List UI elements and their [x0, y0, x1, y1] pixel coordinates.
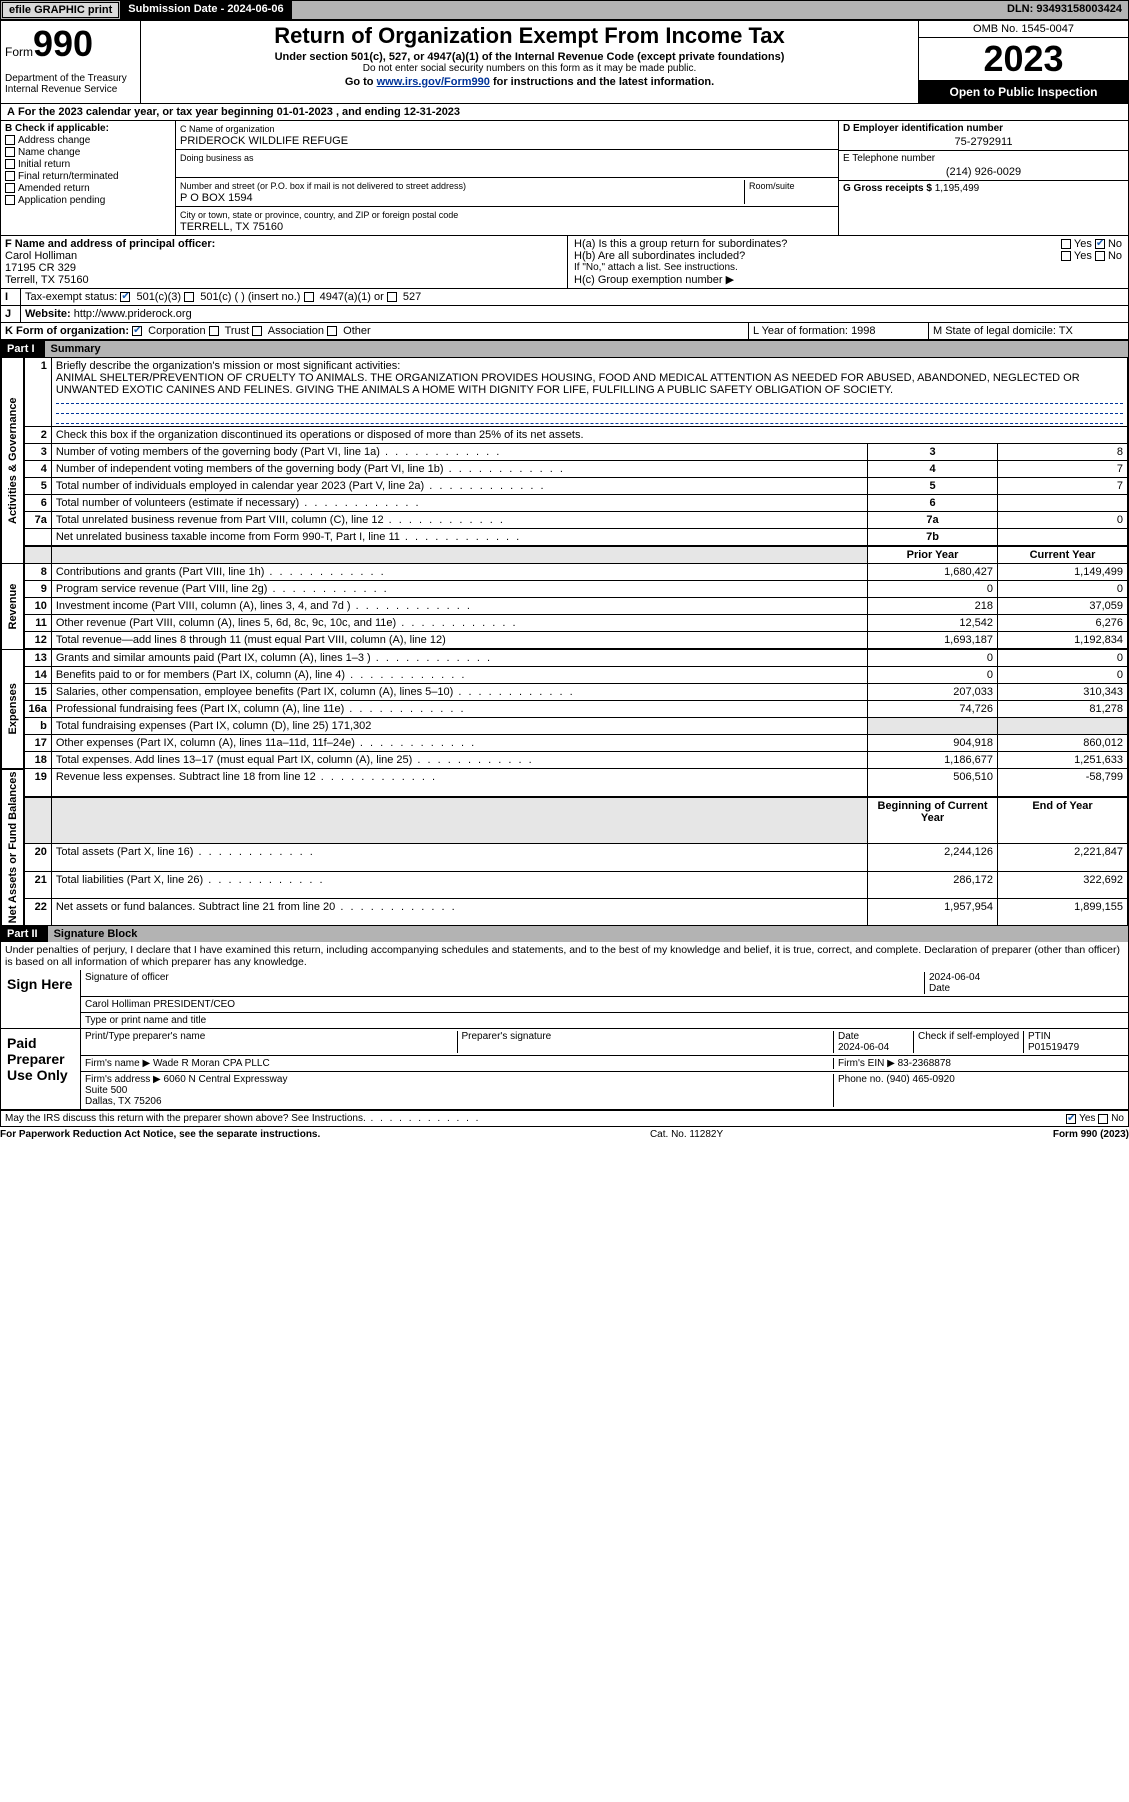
ptin: P01519479 [1028, 1042, 1079, 1053]
paid-preparer-label: Paid Preparer Use Only [1, 1029, 81, 1109]
ein: 75-2792911 [843, 134, 1124, 148]
omb-number: OMB No. 1545-0047 [919, 21, 1128, 38]
part1-header: Part I Summary [1, 341, 1128, 357]
state-domicile: TX [1059, 325, 1073, 337]
form-header: Form990 Department of the Treasury Inter… [1, 21, 1128, 104]
perjury-text: Under penalties of perjury, I declare th… [1, 942, 1128, 970]
year-formation: 1998 [851, 325, 875, 337]
officer-name: Carol Holliman [5, 250, 77, 262]
form-subtitle-1: Under section 501(c), 527, or 4947(a)(1)… [147, 51, 912, 63]
firm-name: Wade R Moran CPA PLLC [153, 1058, 270, 1069]
phone: (214) 926-0029 [843, 164, 1124, 178]
top-toolbar: efile GRAPHIC print Submission Date - 20… [0, 0, 1129, 20]
paperwork-notice: For Paperwork Reduction Act Notice, see … [0, 1129, 320, 1140]
form-subtitle-2: Do not enter social security numbers on … [147, 63, 912, 74]
form-container: Form990 Department of the Treasury Inter… [0, 20, 1129, 1127]
org-city: TERRELL, TX 75160 [180, 221, 283, 233]
efile-label[interactable]: efile GRAPHIC print [2, 2, 119, 18]
summary-table: Activities & Governance 1 Briefly descri… [1, 357, 1128, 926]
form-title: Return of Organization Exempt From Incom… [147, 23, 912, 49]
gross-receipts: 1,195,499 [935, 183, 980, 194]
tax-year: 2023 [919, 38, 1128, 81]
officer-signed: Carol Holliman PRESIDENT/CEO [85, 999, 235, 1010]
part2-header: Part II Signature Block [1, 926, 1128, 942]
discuss-text: May the IRS discuss this return with the… [5, 1113, 480, 1124]
goto-suffix: for instructions and the latest informat… [490, 76, 714, 88]
form-prefix: Form [5, 45, 33, 59]
dept-label: Department of the Treasury Internal Reve… [5, 65, 136, 95]
submission-date: Submission Date - 2024-06-06 [120, 1, 291, 19]
line-a-taxyear: A For the 2023 calendar year, or tax yea… [1, 104, 1128, 121]
public-inspection: Open to Public Inspection [919, 81, 1128, 103]
org-name: PRIDEROCK WILDLIFE REFUGE [180, 135, 348, 147]
dln-label: DLN: 93493158003424 [1001, 1, 1128, 19]
website-url: http://www.priderock.org [74, 308, 192, 320]
irs-link[interactable]: www.irs.gov/Form990 [377, 76, 490, 88]
form-number: 990 [33, 23, 93, 64]
form-footer: Form 990 (2023) [1053, 1129, 1129, 1140]
goto-prefix: Go to [345, 76, 377, 88]
mission-text: ANIMAL SHELTER/PREVENTION OF CRUELTY TO … [56, 372, 1080, 396]
org-address: P O BOX 1594 [180, 192, 253, 204]
section-b: B Check if applicable: Address change Na… [1, 121, 176, 235]
sign-here-label: Sign Here [1, 970, 81, 1028]
cat-number: Cat. No. 11282Y [650, 1129, 723, 1140]
